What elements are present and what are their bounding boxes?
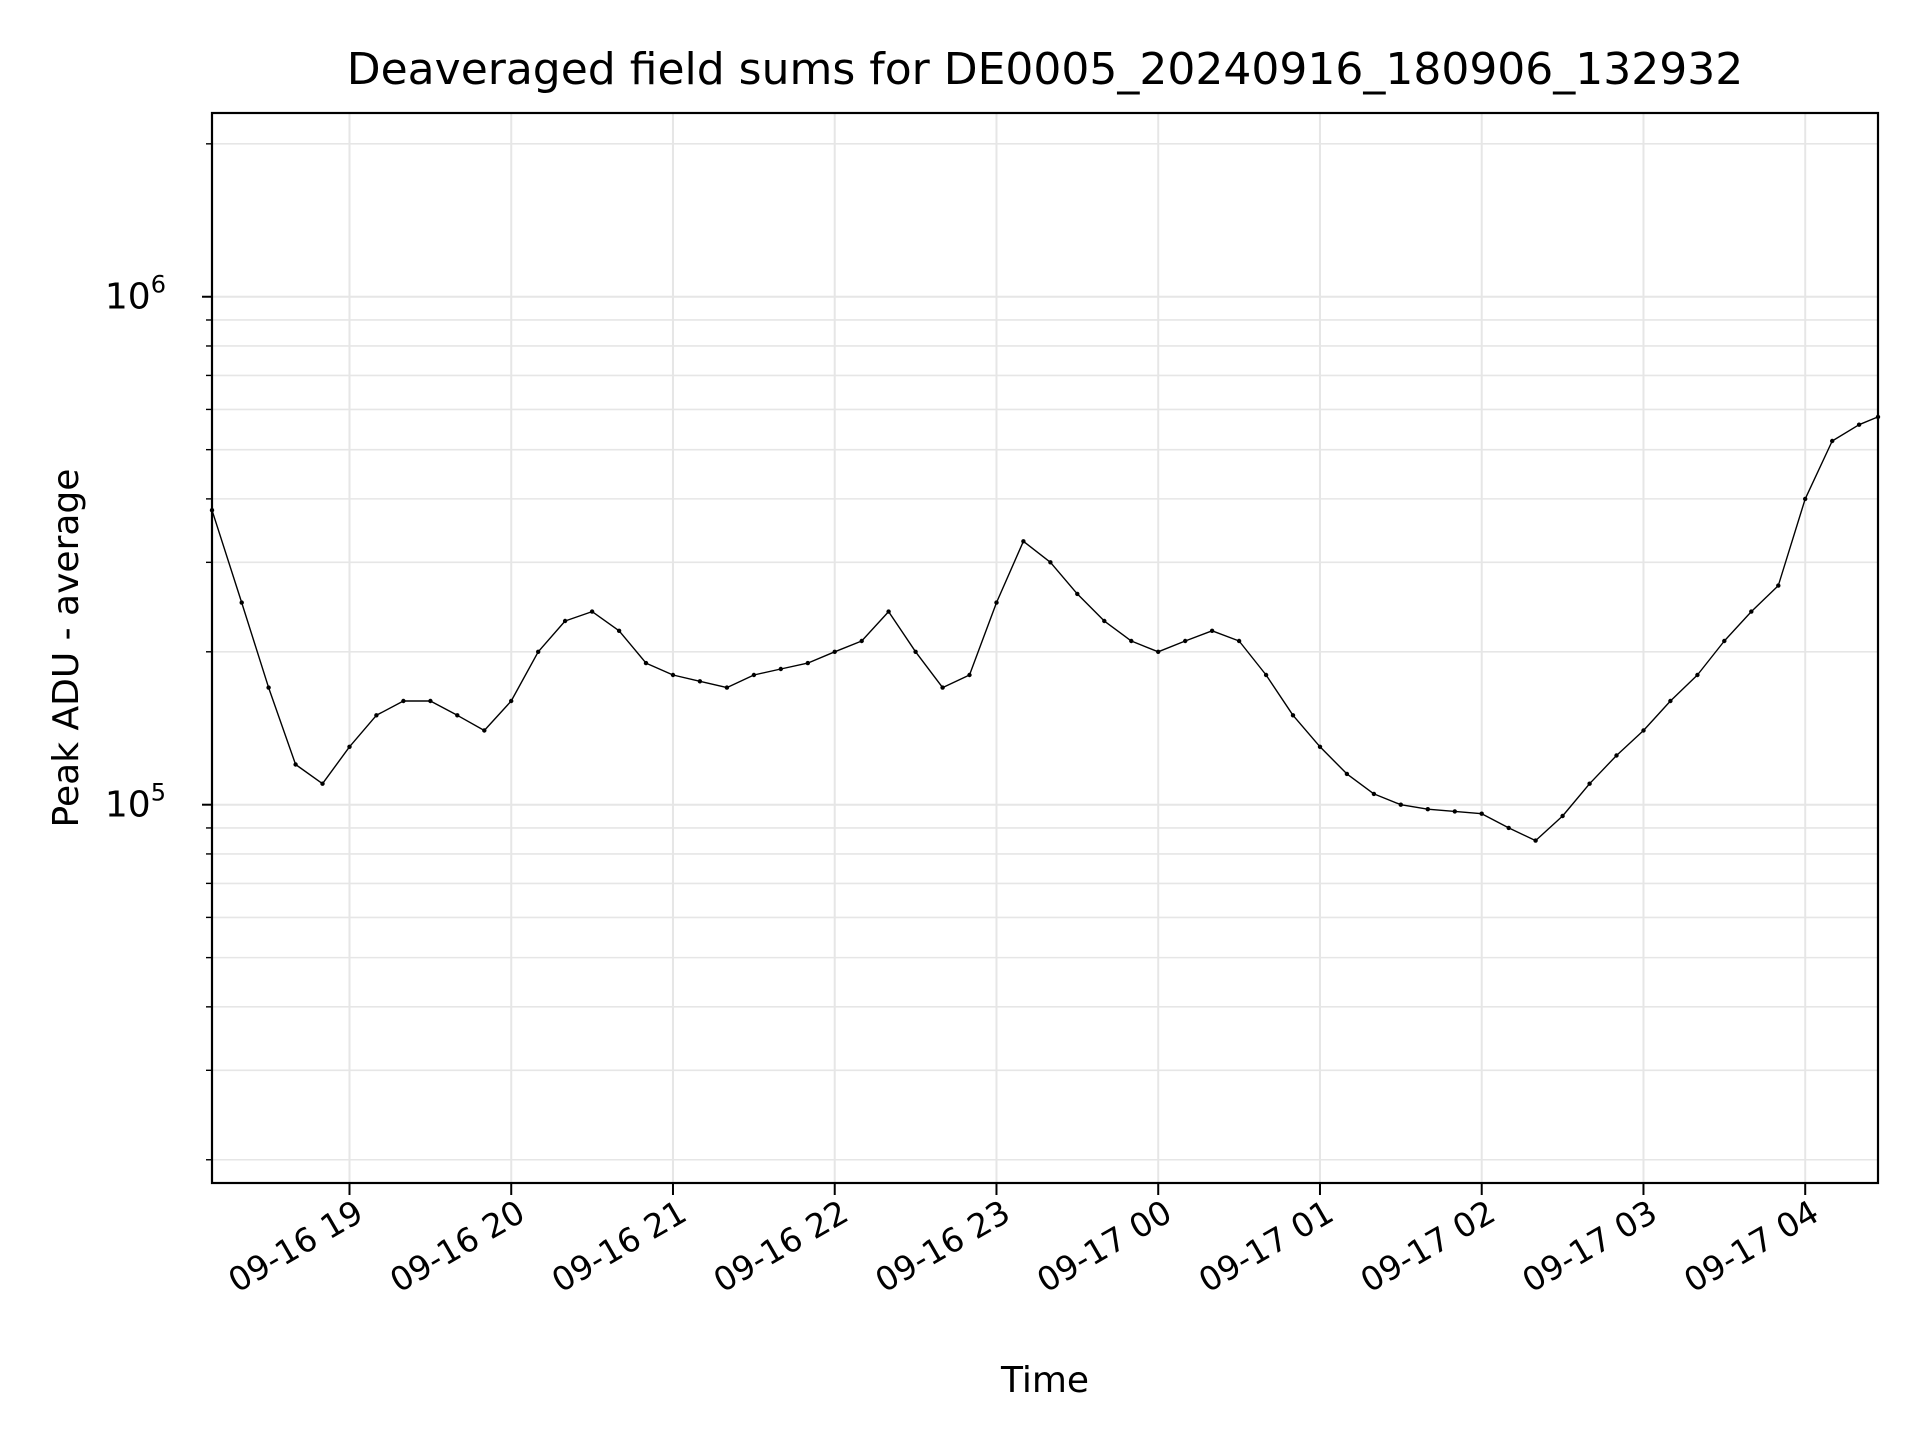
data-point bbox=[1614, 753, 1619, 758]
data-point bbox=[347, 744, 352, 749]
data-point bbox=[562, 618, 568, 624]
data-point bbox=[293, 762, 298, 767]
data-point bbox=[1452, 809, 1458, 814]
data-point bbox=[643, 660, 649, 666]
chart-title: Deaveraged field sums for DE0005_2024091… bbox=[347, 44, 1744, 95]
data-point bbox=[1371, 791, 1377, 797]
data-point bbox=[859, 638, 864, 644]
data-point bbox=[401, 698, 406, 704]
data-point bbox=[1641, 728, 1646, 733]
data-point bbox=[1506, 825, 1511, 831]
data-point bbox=[536, 649, 541, 654]
data-point bbox=[1668, 698, 1673, 704]
data-point bbox=[1722, 638, 1727, 644]
data-point bbox=[1263, 672, 1269, 678]
data-point bbox=[1560, 813, 1565, 819]
data-point bbox=[832, 649, 837, 654]
data-point bbox=[913, 649, 918, 654]
data-point bbox=[509, 698, 514, 704]
data-point bbox=[1695, 672, 1700, 678]
y-axis: 105 106 bbox=[105, 143, 212, 1161]
series-group bbox=[209, 414, 1881, 843]
data-point bbox=[428, 698, 433, 704]
x-axis-label: Time bbox=[1000, 1360, 1089, 1401]
data-point bbox=[1479, 811, 1484, 816]
data-point bbox=[1290, 713, 1296, 718]
data-point bbox=[751, 672, 757, 678]
data-point bbox=[616, 628, 622, 633]
data-point bbox=[1048, 560, 1053, 565]
data-point bbox=[589, 609, 595, 614]
y-tick-label: 106 bbox=[105, 271, 166, 318]
data-point bbox=[1856, 422, 1862, 427]
data-point bbox=[1183, 638, 1188, 644]
data-point bbox=[886, 609, 891, 614]
data-point bbox=[778, 666, 783, 672]
data-point bbox=[670, 672, 676, 678]
data-point bbox=[1830, 438, 1835, 444]
data-point bbox=[482, 728, 487, 733]
data-point bbox=[239, 600, 244, 605]
plot-frame bbox=[210, 111, 1880, 1185]
data-point bbox=[1129, 638, 1134, 644]
data-point bbox=[455, 713, 460, 718]
data-point bbox=[1236, 638, 1242, 644]
data-point bbox=[724, 685, 730, 690]
grid bbox=[212, 113, 1878, 1183]
data-point bbox=[805, 660, 810, 666]
data-point bbox=[1156, 649, 1161, 654]
data-point bbox=[1776, 583, 1781, 588]
data-point bbox=[1749, 609, 1754, 614]
y-axis-label: Peak ADU - average bbox=[46, 469, 87, 828]
data-point bbox=[1209, 628, 1215, 633]
data-point bbox=[1398, 802, 1404, 807]
data-point bbox=[967, 672, 972, 678]
data-point bbox=[994, 600, 999, 605]
data-point bbox=[1102, 618, 1107, 624]
data-point bbox=[1344, 771, 1350, 777]
data-point bbox=[1075, 591, 1080, 597]
data-point bbox=[266, 685, 271, 690]
data-point bbox=[1533, 838, 1538, 843]
data-point bbox=[940, 685, 945, 690]
data-point bbox=[374, 713, 379, 718]
data-point bbox=[697, 679, 703, 684]
data-point bbox=[1425, 807, 1431, 812]
data-point bbox=[1317, 744, 1323, 749]
data-point bbox=[1587, 781, 1592, 786]
data-point bbox=[320, 781, 325, 786]
y-tick-label: 105 bbox=[105, 779, 166, 826]
data-point bbox=[1803, 496, 1808, 502]
data-point bbox=[1021, 539, 1026, 544]
